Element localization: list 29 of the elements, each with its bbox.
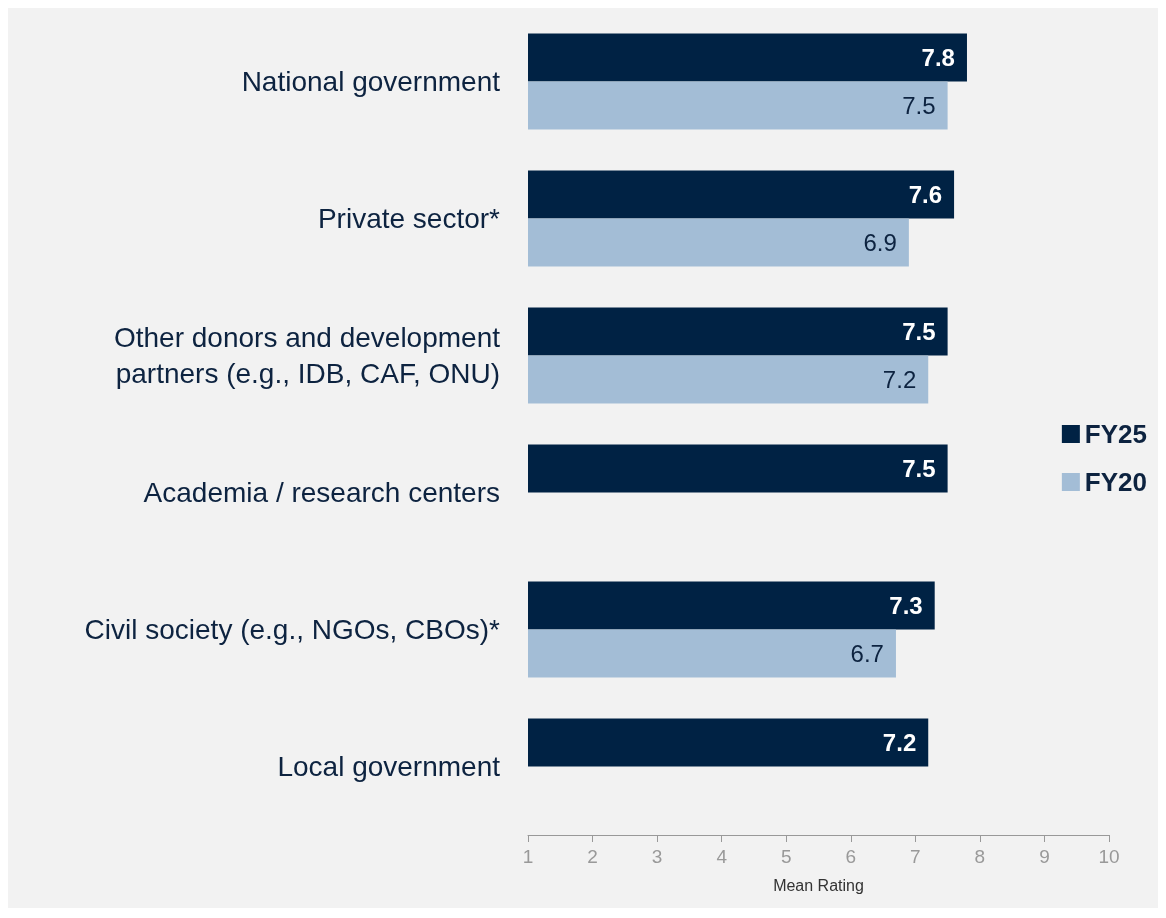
legend-label: FY25 (1084, 419, 1148, 449)
x-tick-label: 9 (1039, 846, 1050, 867)
data-label: 7.8 (921, 44, 955, 72)
data-label: 7.6 (908, 181, 943, 209)
x-tick-label: 4 (716, 846, 728, 867)
data-label: 7.3 (889, 592, 923, 620)
x-tick-label: 8 (974, 846, 986, 867)
y-tick-label: Academia / research centers (143, 477, 500, 508)
data-label: 7.5 (902, 318, 936, 346)
y-tick-label: Civil society (e.g., NGOs, CBOs)* (84, 614, 501, 645)
data-label: 7.2 (882, 729, 917, 757)
x-tick-label: 6 (845, 846, 857, 867)
x-axis-title: Mean Rating (773, 876, 864, 894)
x-tick-label: 5 (780, 846, 792, 867)
x-tick-label: 3 (651, 846, 663, 867)
data-label: 7.5 (902, 91, 936, 119)
x-tick-label: 7 (910, 846, 921, 867)
x-tick-label: 1 (522, 846, 534, 867)
y-tick-label: Other donors and development partners (e.g., IDB, CAF, ONU) (113, 322, 501, 389)
y-tick-label: Private sector* (317, 203, 501, 234)
data-label: 6.7 (850, 639, 884, 667)
data-label: 7.5 (902, 455, 936, 483)
legend-label: FY20 (1084, 467, 1148, 497)
y-tick-label: National government (241, 66, 501, 97)
x-tick-label: 2 (587, 846, 598, 867)
data-label: 6.9 (863, 228, 897, 256)
y-tick-label: Local government (277, 751, 501, 782)
x-tick-label: 10 (1098, 846, 1120, 867)
data-label: 7.2 (882, 365, 917, 393)
